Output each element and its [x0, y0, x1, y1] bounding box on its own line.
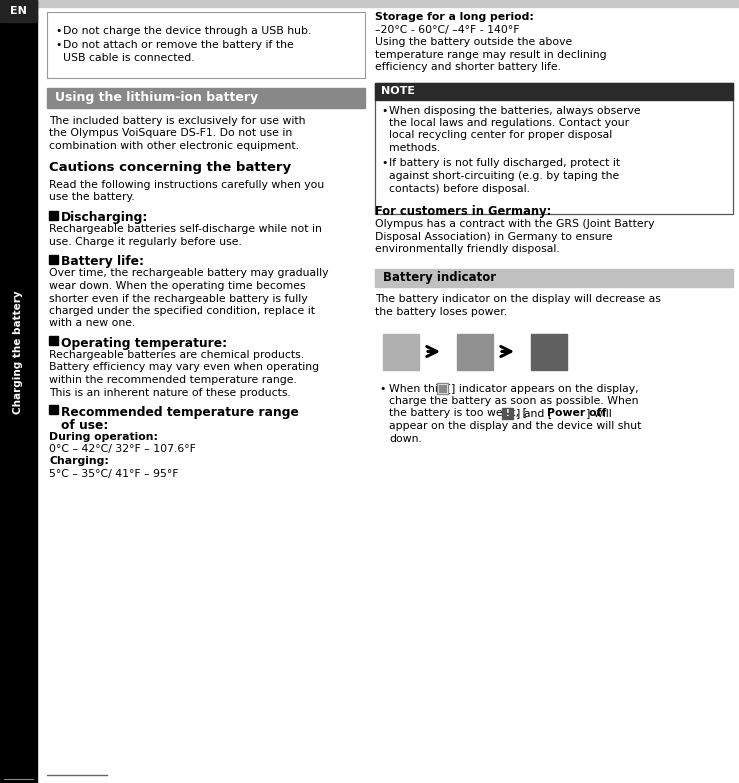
Bar [383, 334, 419, 370]
Text: NOTE: NOTE [381, 86, 415, 96]
Text: the Olympus VoiSquare DS-F1. Do not use in: the Olympus VoiSquare DS-F1. Do not use … [49, 128, 292, 139]
Text: Operating temperature:: Operating temperature: [61, 337, 227, 350]
Bar [0, 0, 37, 783]
Text: •: • [379, 384, 385, 394]
Text: 0°C – 42°C/ 32°F – 107.6°F: 0°C – 42°C/ 32°F – 107.6°F [49, 444, 196, 454]
Text: –20°C - 60°C/ –4°F - 140°F: –20°C - 60°C/ –4°F - 140°F [375, 24, 520, 34]
Bar [0, 0, 37, 22]
Text: Recommended temperature range: Recommended temperature range [61, 406, 299, 419]
Text: •: • [381, 158, 387, 168]
Text: For customers in Germany:: For customers in Germany: [375, 205, 551, 218]
Text: down.: down. [389, 434, 422, 443]
Text: Olympus has a contract with the GRS (Joint Battery: Olympus has a contract with the GRS (Joi… [375, 219, 655, 229]
Text: the battery is too weak, [: the battery is too weak, [ [389, 409, 527, 418]
Bar [375, 82, 733, 99]
Bar [49, 254, 58, 264]
Text: When disposing the batteries, always observe: When disposing the batteries, always obs… [389, 106, 641, 116]
Text: the battery loses power.: the battery loses power. [375, 307, 507, 317]
Text: methods.: methods. [389, 143, 440, 153]
Text: the local laws and regulations. Contact your: the local laws and regulations. Contact … [389, 118, 629, 128]
Text: temperature range may result in declining: temperature range may result in declinin… [375, 49, 607, 60]
Text: Over time, the rechargeable battery may gradually: Over time, the rechargeable battery may … [49, 269, 329, 279]
Text: contacts) before disposal.: contacts) before disposal. [389, 183, 530, 193]
Bar [49, 405, 58, 414]
Text: 5°C – 35°C/ 41°F – 95°F: 5°C – 35°C/ 41°F – 95°F [49, 469, 179, 479]
Text: use the battery.: use the battery. [49, 192, 134, 202]
Text: 8: 8 [15, 767, 22, 780]
Text: Battery life:: Battery life: [61, 255, 144, 269]
Text: EN: EN [10, 6, 27, 16]
Bar [47, 12, 365, 78]
Text: with a new one.: with a new one. [49, 319, 135, 329]
Bar [437, 384, 447, 392]
Text: This is an inherent nature of these products.: This is an inherent nature of these prod… [49, 388, 291, 398]
Text: environmentally friendly disposal.: environmentally friendly disposal. [375, 244, 559, 254]
Text: When this [: When this [ [389, 384, 452, 394]
Text: of use:: of use: [61, 419, 109, 432]
Text: ] indicator appears on the display,: ] indicator appears on the display, [451, 384, 638, 394]
Text: •: • [55, 41, 61, 50]
Bar [531, 334, 567, 370]
Bar [375, 269, 733, 287]
Text: shorter even if the rechargeable battery is fully: shorter even if the rechargeable battery… [49, 294, 307, 304]
Text: Using the battery outside the above: Using the battery outside the above [375, 37, 572, 47]
Text: against short-circuiting (e.g. by taping the: against short-circuiting (e.g. by taping… [389, 171, 619, 181]
Text: Read the following instructions carefully when you: Read the following instructions carefull… [49, 179, 324, 189]
Text: ] and [: ] and [ [516, 409, 552, 418]
Bar [437, 383, 448, 394]
Bar [49, 336, 58, 345]
Text: Battery efficiency may vary even when operating: Battery efficiency may vary even when op… [49, 363, 319, 373]
Bar [47, 88, 365, 108]
Text: •: • [55, 26, 61, 36]
Text: Charging:: Charging: [49, 456, 109, 467]
Text: Rechargeable batteries self-discharge while not in: Rechargeable batteries self-discharge wh… [49, 225, 322, 234]
Text: Battery indicator: Battery indicator [383, 271, 496, 284]
Text: Do not charge the device through a USB hub.: Do not charge the device through a USB h… [63, 26, 311, 36]
Text: Do not attach or remove the battery if the: Do not attach or remove the battery if t… [63, 41, 293, 50]
Text: During operation:: During operation: [49, 431, 158, 442]
Text: within the recommended temperature range.: within the recommended temperature range… [49, 375, 297, 385]
Text: The battery indicator on the display will decrease as: The battery indicator on the display wil… [375, 294, 661, 305]
Text: !: ! [505, 409, 509, 418]
Text: wear down. When the operating time becomes: wear down. When the operating time becom… [49, 281, 306, 291]
Text: combination with other electronic equipment.: combination with other electronic equipm… [49, 141, 299, 151]
Bar [0, 0, 739, 7]
Text: Discharging:: Discharging: [61, 211, 149, 225]
Text: Using the lithium-ion battery: Using the lithium-ion battery [55, 92, 258, 104]
Text: Disposal Association) in Germany to ensure: Disposal Association) in Germany to ensu… [375, 232, 613, 241]
Bar [49, 211, 58, 219]
Text: •: • [381, 106, 387, 116]
Text: charge the battery as soon as possible. When: charge the battery as soon as possible. … [389, 396, 638, 406]
Text: The included battery is exclusively for use with: The included battery is exclusively for … [49, 116, 305, 126]
Text: local recycling center for proper disposal: local recycling center for proper dispos… [389, 131, 612, 140]
Bar [375, 82, 733, 214]
Text: ] will: ] will [586, 409, 611, 418]
Text: Power off: Power off [547, 409, 606, 418]
Bar [457, 334, 493, 370]
Text: use. Charge it regularly before use.: use. Charge it regularly before use. [49, 237, 242, 247]
Text: Storage for a long period:: Storage for a long period: [375, 12, 534, 22]
Text: If battery is not fully discharged, protect it: If battery is not fully discharged, prot… [389, 158, 620, 168]
Text: charged under the specified condition, replace it: charged under the specified condition, r… [49, 306, 315, 316]
Text: appear on the display and the device will shut: appear on the display and the device wil… [389, 421, 641, 431]
Text: Rechargeable batteries are chemical products.: Rechargeable batteries are chemical prod… [49, 350, 304, 360]
Bar [502, 407, 513, 418]
Text: Charging the battery: Charging the battery [13, 290, 24, 414]
Text: Cautions concerning the battery: Cautions concerning the battery [49, 161, 291, 175]
Text: USB cable is connected.: USB cable is connected. [63, 53, 194, 63]
Text: efficiency and shorter battery life.: efficiency and shorter battery life. [375, 62, 561, 72]
